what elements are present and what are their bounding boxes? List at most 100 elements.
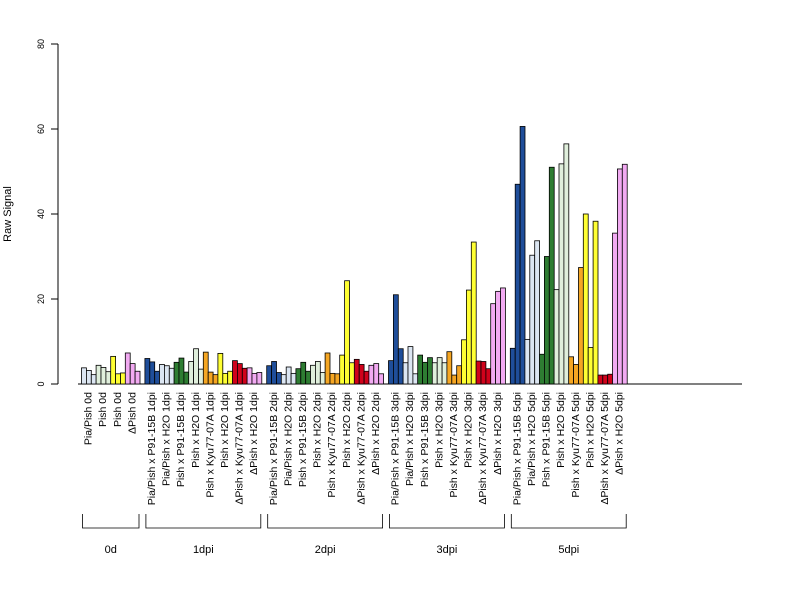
x-tick-label: Pish x H2O 2dpi [312,392,324,468]
x-tick-label: Pish x Kyu77-07A 2dpi [326,392,338,498]
bar [544,256,550,385]
group-bracket [82,514,140,529]
group-label: 5dpi [558,544,579,556]
x-tick-label: Pia/Pish x P91-15B 3dpi [390,392,402,505]
x-tick-label: ΔPish x H2O 2dpi [370,392,382,475]
bar [129,363,136,385]
group-bracket [267,514,383,529]
bar [480,361,487,385]
bar [134,370,141,385]
bar [607,373,614,385]
bar [563,143,570,385]
bar [407,346,414,385]
bar [363,370,370,385]
bar [232,360,238,385]
bars-layer [81,126,628,385]
bar [358,364,365,385]
y-tick-label: 0 [36,381,46,386]
bar [314,361,321,385]
bar [441,362,448,385]
x-tick-label: Pish x H2O 1dpi [190,392,202,468]
bar [212,374,219,385]
bar [344,280,350,385]
bar [241,367,248,385]
bar [427,357,433,385]
bar [436,357,443,385]
bar [86,369,92,385]
bar [621,163,628,385]
x-tick-label: Pia/Pish x H2O 2dpi [282,392,294,486]
x-tick-label: Pia/Pish x H2O 3dpi [404,392,416,486]
group-bracket [389,514,505,529]
group-label: 0d [105,544,117,556]
bar [198,368,204,385]
bar [592,220,599,385]
bar [236,363,243,385]
bar [115,373,121,385]
bar [519,126,526,385]
bar [392,294,399,385]
bar [553,289,560,385]
x-tick-label: ΔPish x H2O 3dpi [492,392,504,475]
bar [188,361,194,385]
bar [154,370,160,385]
group-label: 2dpi [315,544,336,556]
bar [495,290,501,385]
bar [256,372,263,385]
x-tick-label: Pish x H2O 3dpi [433,392,445,468]
y-tick-label: 20 [36,294,46,304]
x-tick-label: ΔPish x Kyu77-07A 5dpi [599,392,611,505]
y-tick-label: 80 [36,39,46,49]
bar [100,367,107,385]
bar [578,267,584,385]
bar [159,364,165,385]
x-tick-label: Pish 0d [112,392,124,427]
bar [163,365,170,385]
x-tick-label: ΔPish x Kyu77-07A 1dpi [234,392,246,505]
bar [271,361,277,385]
group-label: 1dpi [193,544,214,556]
bar [582,213,589,385]
bar [587,347,594,385]
x-tick-label: Pish 0d [97,392,109,427]
bar [548,166,555,385]
bar [193,348,199,385]
bar [456,365,463,385]
bar [612,232,618,385]
x-tick-label: Pish x P91-15B 1dpi [175,392,187,487]
bar [95,364,102,385]
bar [168,367,175,385]
bar [568,356,575,385]
bar [539,353,545,385]
bar [251,372,258,385]
x-tick-labels: Pia/Pish 0d Pish 0d Pish 0d ΔPish 0d Pia/Pis… [83,392,626,505]
bar [202,351,209,385]
x-tick-label: Pish x P91-15B 2dpi [297,392,309,487]
x-tick-label: Pia/Pish x H2O 1dpi [161,392,173,486]
group-brackets: 0d 1dpi 2dpi 3dpi 5dpi [82,514,627,556]
bar [558,163,565,385]
x-tick-label: Pish x H2O 5dpi [584,392,596,468]
bar [222,372,229,385]
x-tick-label: Pish x Kyu77-07A 5dpi [570,392,582,498]
bar [305,370,312,385]
x-tick-label: Pia/Pish 0d [83,392,95,445]
y-tick-label: 60 [36,124,46,134]
x-tick-label: ΔPish x Kyu77-07A 2dpi [355,392,367,505]
bar [246,367,253,385]
bar [310,364,316,385]
x-tick-label: ΔPish 0d [126,392,138,434]
bar [110,355,116,385]
bar [334,373,341,385]
x-tick-label: Pia/Pish x H2O 5dpi [526,392,538,486]
bar [149,361,156,385]
x-tick-label: Pish x H2O 3dpi [463,392,475,468]
bar [280,374,287,385]
bar [276,372,282,385]
bar [266,365,273,385]
bar [470,241,477,385]
x-tick-label: ΔPish x H2O 5dpi [614,392,626,475]
bar [105,371,112,385]
